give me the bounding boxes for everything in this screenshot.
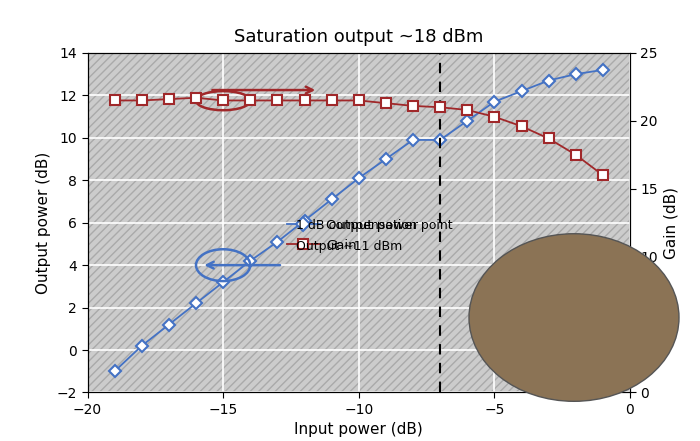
Gain (192, 95, 200, 101)
Line: Gain: Gain (110, 93, 608, 179)
Output power (382, 157, 390, 162)
Output power (300, 218, 309, 223)
Output power (436, 137, 445, 142)
Output power (463, 118, 472, 123)
Gain (436, 105, 445, 110)
Output power (598, 67, 607, 72)
Output power (111, 369, 119, 374)
Y-axis label: Output power (dB): Output power (dB) (36, 152, 51, 294)
Output power (273, 239, 281, 244)
Title: Saturation output ~18 dBm: Saturation output ~18 dBm (234, 28, 484, 46)
Y-axis label: Gain (dB): Gain (dB) (664, 187, 678, 259)
Gain (463, 107, 472, 112)
Gain (328, 98, 336, 103)
Gain (545, 136, 553, 141)
Gain (164, 97, 173, 102)
Gain (246, 98, 255, 103)
Output power (354, 176, 363, 181)
Gain (219, 98, 228, 103)
Output power (409, 137, 417, 142)
Text: 1 dB compensation point: 1 dB compensation point (296, 219, 453, 232)
X-axis label: Input power (dB): Input power (dB) (295, 422, 423, 437)
Output power (571, 71, 580, 77)
Gain (137, 98, 146, 103)
Output power (545, 78, 553, 83)
Output power (517, 89, 526, 94)
Gain (598, 172, 607, 178)
Output power (192, 301, 200, 306)
Output power (219, 280, 228, 285)
Gain (382, 101, 390, 106)
Gain (409, 103, 417, 108)
Gain (517, 123, 526, 129)
Gain (354, 98, 363, 103)
Legend: Output power, Gain: Output power, Gain (281, 214, 424, 257)
Gain (111, 98, 119, 103)
Gain (273, 98, 281, 103)
Output power (164, 322, 173, 327)
Gain (571, 152, 580, 157)
Output power (328, 197, 336, 202)
Output power (246, 258, 255, 264)
Text: Output ~11 dBm: Output ~11 dBm (296, 240, 402, 253)
Gain (490, 114, 498, 120)
Output power (137, 343, 146, 348)
Output power (490, 99, 498, 105)
Line: Output power: Output power (110, 65, 608, 376)
Gain (300, 98, 309, 103)
